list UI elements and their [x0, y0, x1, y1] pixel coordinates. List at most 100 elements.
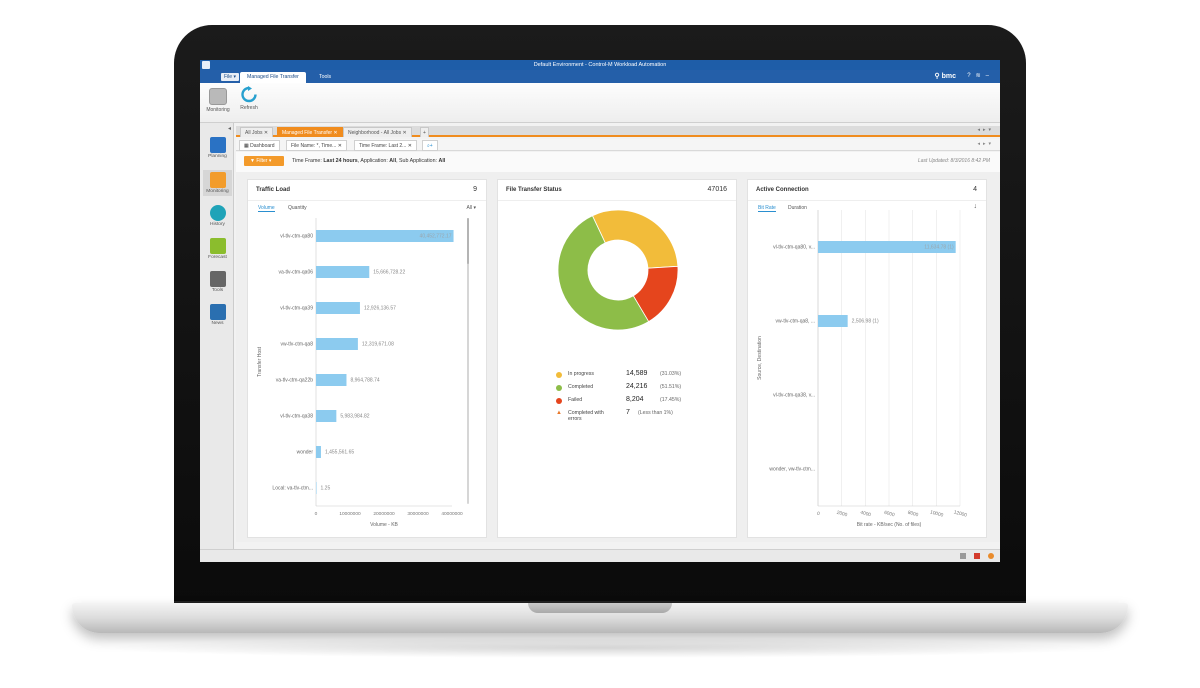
filter-button[interactable]: ▼ Filter ▾ [244, 156, 284, 166]
tick-label: 8000 [907, 510, 919, 519]
legend-percent: (Less than 1%) [638, 410, 673, 416]
legend-label: In progress [568, 371, 594, 377]
tick-label: 4000 [860, 510, 872, 519]
close-icon[interactable]: ✕ [263, 130, 269, 136]
monitoring-icon [209, 172, 226, 188]
sidebar-item-label: History [210, 222, 225, 227]
status-bar [200, 549, 1000, 562]
sidebar-item-forecast[interactable]: Forecast [203, 238, 232, 260]
scroll-left-icon[interactable]: ◂ [977, 141, 983, 147]
status-layout-icon[interactable] [960, 553, 966, 559]
ribbon-monitoring-button[interactable]: Monitoring [203, 88, 233, 113]
tab-scroll-controls[interactable]: ◂▸▾ [977, 127, 994, 133]
sidebar-item-label: Planning [208, 154, 227, 159]
doc-tab-neighborhood[interactable]: Neighborhood - All Jobs ✕ [343, 127, 412, 137]
laptop-notch [528, 603, 672, 613]
completed-dot-icon [556, 385, 562, 391]
close-icon[interactable]: ✕ [337, 143, 342, 149]
tab-list-icon[interactable]: ▾ [988, 127, 994, 133]
bar [316, 266, 370, 278]
doc-tab-label: Managed File Transfer [282, 130, 333, 136]
toggle-bit-rate[interactable]: Bit Rate [758, 205, 776, 212]
data-label: 15,666,728.22 [373, 270, 405, 276]
close-icon[interactable]: ✕ [333, 130, 338, 136]
legend-label: Completed [568, 384, 594, 390]
ribbon-refresh-button[interactable]: Refresh [234, 86, 264, 111]
search-add-icon: ⌕+ [427, 143, 433, 149]
app-icon [202, 61, 210, 69]
tick-label: 10000000 [339, 511, 361, 517]
legend-percent: (17.45%) [660, 397, 682, 403]
doc-tab-managed-file-transfer[interactable]: Managed File Transfer ✕ [277, 127, 343, 137]
sidebar-item-label: Monitoring [206, 189, 229, 194]
tab-tools[interactable]: Tools [319, 74, 332, 80]
scroll-left-icon[interactable]: ◂ [977, 127, 983, 133]
scroll-right-icon[interactable]: ▸ [982, 141, 989, 147]
tick-label: 10000 [929, 509, 944, 518]
legend-value: 14,589 [626, 370, 648, 377]
category-label: vl-tlv-ctm-qa80 [280, 234, 313, 240]
category-label: va-tlv-ctm-qa06 [279, 270, 314, 276]
help-icon[interactable]: ? [967, 73, 976, 79]
legend-value: 7 [626, 409, 630, 416]
view-tab-file-name[interactable]: File Name: *, Time... ✕ [286, 140, 347, 151]
warning-icon: ▲ [556, 410, 562, 416]
ribbon-toolbar: Monitoring Refresh [200, 83, 1000, 123]
sidebar-item-history[interactable]: History [203, 205, 232, 227]
tick-label: 30000000 [407, 511, 429, 517]
collapse-sidebar-icon[interactable]: ◂ [228, 126, 232, 132]
connection-icon[interactable]: ≋ [975, 73, 986, 79]
toggle-quantity[interactable]: Quantity [288, 205, 307, 211]
view-tab-dashboard[interactable]: ▦ Dashboard [239, 140, 280, 151]
toggle-duration[interactable]: Duration [788, 205, 807, 211]
grid-icon: ▦ [244, 143, 249, 149]
tools-icon [209, 271, 226, 287]
close-icon[interactable]: ✕ [407, 143, 412, 149]
menu-bar: File ▾ Managed File Transfer Tools ⚲ bmc… [200, 70, 1000, 83]
data-label: 12,319,671.08 [362, 342, 394, 348]
category-label: wonder, vw-tlv-ctm... [769, 467, 815, 473]
category-label: vw-tlv-ctm-qa8 [280, 342, 313, 348]
view-tabs: ▦ Dashboard File Name: *, Time... ✕ Time… [236, 139, 1000, 151]
host-filter-dropdown[interactable]: All ▾ [466, 205, 476, 211]
tick-label: 6000 [883, 510, 895, 519]
view-list-icon[interactable]: ▾ [988, 141, 994, 147]
bar [316, 482, 317, 494]
tab-managed-file-transfer[interactable]: Managed File Transfer [240, 72, 306, 83]
minimize-icon[interactable]: – [985, 73, 994, 79]
doc-tab-all-jobs[interactable]: All Jobs ✕ [240, 127, 274, 137]
donut-slice [557, 215, 650, 331]
view-scroll-controls[interactable]: ◂▸▾ [977, 141, 994, 147]
legend-value: 8,204 [626, 396, 644, 403]
y-axis-title: Source, Destination [757, 336, 763, 380]
bar [316, 338, 358, 350]
legend-row: In progress 14,589 (31.03%) [556, 370, 706, 384]
sidebar-item-planning[interactable]: Planning [203, 137, 232, 159]
sidebar-item-tools[interactable]: Tools [203, 271, 232, 293]
new-view-button[interactable]: ⌕+ [422, 140, 438, 151]
y-axis-title: Transfer Host [257, 346, 263, 377]
plus-icon: + [423, 130, 426, 136]
notification-icon[interactable] [988, 553, 994, 559]
toggle-volume[interactable]: Volume [258, 205, 275, 212]
ribbon-monitoring-label: Monitoring [206, 107, 230, 113]
alert-icon[interactable] [974, 553, 980, 559]
legend-row: ▲ Completed with errors 7 (Less than 1%) [556, 409, 706, 423]
legend-label: Failed [568, 397, 583, 403]
sidebar-item-monitoring[interactable]: Monitoring [203, 170, 232, 196]
view-tab-label: Dashboard [250, 143, 275, 149]
tick-label: 0 [816, 511, 820, 518]
bar [316, 410, 337, 422]
view-tab-time-frame[interactable]: Time Frame: Last 2... ✕ [354, 140, 417, 151]
title-bar: Default Environment - Control-M Workload… [200, 60, 1000, 70]
data-label: 40,452,772.17 [420, 234, 452, 240]
tick-label: 40000000 [441, 511, 463, 517]
sort-down-icon[interactable]: ↓ [973, 203, 978, 210]
scroll-right-icon[interactable]: ▸ [982, 127, 989, 133]
traffic-load-chart: vl-tlv-ctm-qa80 40,452,772.17 va-tlv-ctm-q… [257, 218, 469, 528]
file-menu-button[interactable]: File ▾ [221, 73, 239, 81]
sidebar-item-news[interactable]: News [203, 304, 232, 326]
monitor-icon [209, 88, 227, 105]
close-icon[interactable]: ✕ [402, 130, 407, 136]
new-tab-button[interactable]: + [420, 127, 429, 137]
